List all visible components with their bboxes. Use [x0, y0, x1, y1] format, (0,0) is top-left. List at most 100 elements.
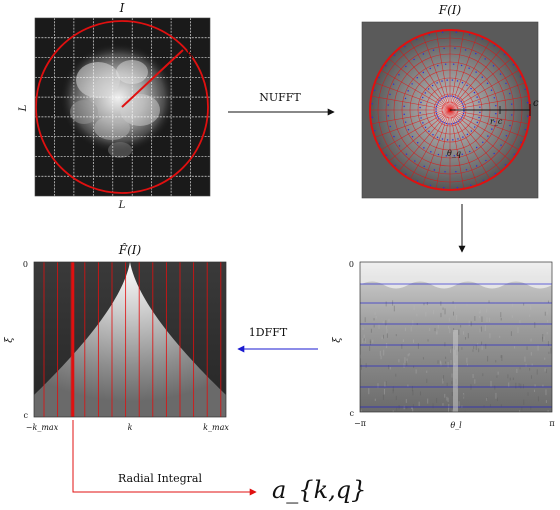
- polar-noise-mark: [385, 320, 387, 326]
- polar-sample-dot: [485, 159, 487, 162]
- polar-sample-dot: [461, 153, 463, 156]
- polar-noise-mark: [393, 305, 395, 312]
- polar-noise-mark: [412, 390, 414, 396]
- polar-sample-dot: [468, 33, 471, 36]
- polar-noise-mark: [437, 325, 439, 329]
- polar-noise-mark: [451, 373, 453, 378]
- polar-sample-dot: [378, 142, 381, 145]
- polar-noise-mark: [364, 338, 366, 343]
- polar-noise-mark: [500, 355, 502, 359]
- polar-noise-mark: [442, 403, 444, 406]
- polar-sample-dot: [456, 80, 459, 82]
- polar-noise-mark: [530, 305, 532, 310]
- polar-noise-mark: [500, 404, 502, 407]
- polar-sample-dot: [436, 103, 438, 105]
- fft-x-right: k_max: [203, 423, 229, 432]
- polar-noise-mark: [511, 302, 513, 307]
- polar-noise-mark: [530, 338, 532, 342]
- polar-sample-dot: [509, 124, 511, 127]
- polar-sample-dot: [527, 115, 529, 117]
- polar-noise-mark: [437, 360, 439, 364]
- polar-sample-dot: [428, 34, 430, 36]
- polar-noise-mark: [547, 300, 549, 303]
- polar-sample-dot: [473, 91, 476, 94]
- polar-sample-dot: [462, 115, 464, 117]
- polar-noise-mark: [448, 403, 450, 409]
- polar-sample-dot: [494, 172, 496, 175]
- polar-sample-dot: [431, 84, 434, 87]
- polar-noise-mark: [485, 343, 487, 349]
- polar-noise-mark: [500, 317, 502, 321]
- polar-noise-mark: [392, 389, 394, 394]
- polar-noise-mark: [382, 321, 384, 325]
- polar-x-left: −π: [354, 419, 366, 428]
- polar-sample-dot: [439, 99, 441, 101]
- radius-circle: [35, 20, 209, 194]
- polar-sample-dot: [448, 123, 450, 125]
- polar-y-label: ξ: [332, 337, 343, 343]
- polar-noise-mark: [426, 378, 428, 384]
- polar-noise-mark: [483, 405, 485, 408]
- polar-noise-mark: [521, 406, 523, 411]
- polar-noise-mark: [446, 396, 448, 401]
- polar-noise-mark: [426, 302, 428, 306]
- polar-noise-mark: [487, 300, 489, 305]
- polar-noise-mark: [402, 339, 404, 343]
- polar-sample-dot: [460, 101, 463, 103]
- polar-wave-texture: [360, 262, 552, 289]
- polar-sample-dot: [511, 114, 513, 116]
- polar-sample-dot: [447, 95, 450, 97]
- polar-noise-mark: [423, 303, 425, 306]
- polar-sample-dot: [481, 38, 484, 40]
- polar-sample-dot: [443, 96, 445, 99]
- polar-noise-mark: [408, 353, 410, 356]
- polar-noise-mark: [380, 355, 382, 360]
- polar-sample-dot: [504, 53, 506, 56]
- polar-noise-mark: [386, 342, 388, 349]
- polar-noise-mark: [364, 317, 366, 323]
- polar-noise-mark: [451, 409, 453, 412]
- polar-sample-dot: [495, 104, 497, 107]
- particle-blob: [60, 43, 176, 158]
- polar-sample-dot: [435, 108, 437, 110]
- polar-noise-mark: [411, 407, 413, 410]
- polar-noise-mark: [547, 410, 549, 412]
- polar-sample-dot: [437, 64, 439, 67]
- polar-sample-dot: [446, 79, 448, 81]
- polar-noise-mark: [405, 399, 407, 403]
- polar-sample-dot: [513, 153, 515, 155]
- polar-noise-mark: [406, 360, 408, 366]
- polar-sample-dot: [500, 144, 502, 146]
- polar-sample-dot: [417, 142, 419, 144]
- polar-sample-dot: [459, 99, 461, 101]
- polar-noise-mark: [451, 391, 453, 397]
- polar-noise-mark: [417, 343, 419, 349]
- polar-noise-mark: [450, 359, 452, 365]
- polar-sample-dot: [451, 79, 454, 81]
- polar-noise-mark: [523, 303, 525, 306]
- polar-noise-mark: [413, 305, 415, 311]
- polar-noise-mark: [489, 317, 491, 322]
- polar-noise-mark: [405, 327, 407, 332]
- polar-sample-dot: [456, 186, 459, 189]
- polar-noise-mark: [486, 397, 488, 401]
- polar-noise-mark: [479, 328, 481, 333]
- polar-sample-dot: [455, 96, 457, 98]
- polar-noise-mark: [395, 395, 397, 400]
- polar-noise-mark: [515, 382, 517, 389]
- polar-sample-dot: [378, 76, 380, 79]
- polar-sample-dot: [445, 122, 448, 125]
- polar-sample-dot: [441, 138, 444, 140]
- polar-noise-mark: [495, 392, 497, 399]
- polar-noise-mark: [482, 373, 484, 377]
- polar-noise-mark: [486, 308, 488, 313]
- polar-noise-mark: [360, 354, 362, 359]
- polar-noise-mark: [472, 374, 474, 378]
- polar-sample-dot: [404, 45, 406, 48]
- polar-panel: 0 c ξ −π θ_l π: [332, 260, 555, 430]
- rc-label: r_c: [490, 117, 503, 126]
- polar-noise-mark: [479, 309, 481, 314]
- image-panel: I R L L: [18, 1, 211, 211]
- polar-sample-dot: [437, 101, 440, 103]
